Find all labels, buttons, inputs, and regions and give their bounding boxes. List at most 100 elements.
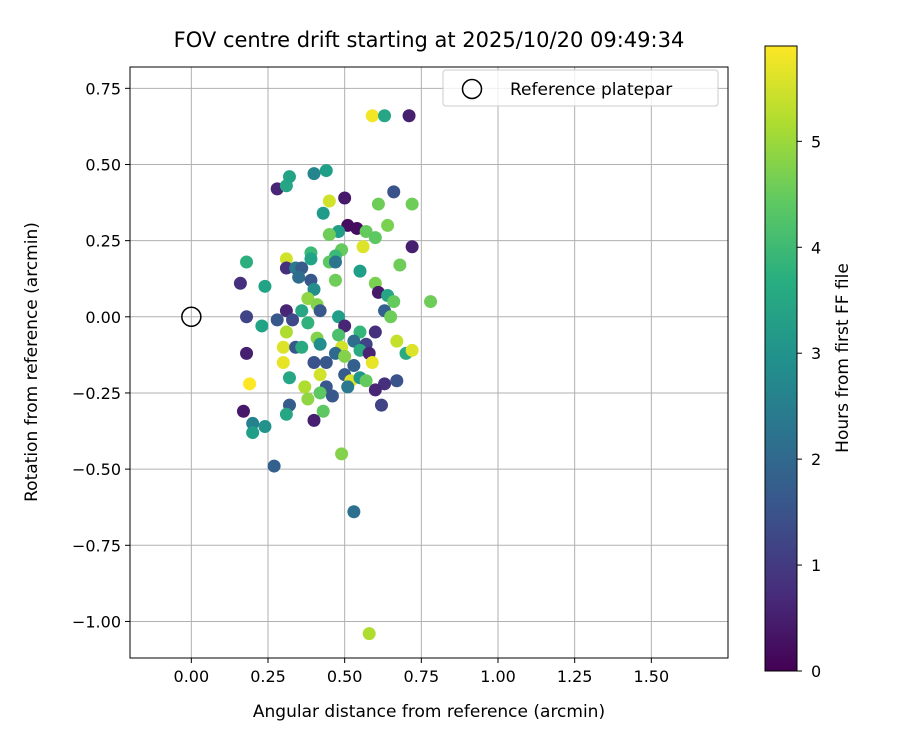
scatter-point bbox=[270, 313, 284, 327]
scatter-point bbox=[356, 240, 370, 254]
scatter-point bbox=[240, 346, 254, 360]
scatter-point bbox=[405, 197, 419, 211]
scatter-point bbox=[384, 310, 398, 324]
scatter-point bbox=[335, 447, 349, 461]
scatter-point bbox=[292, 270, 306, 284]
scatter-point bbox=[325, 389, 339, 403]
scatter-point bbox=[322, 228, 336, 242]
scatter-point bbox=[258, 279, 272, 293]
x-tick-label: 1.00 bbox=[480, 667, 516, 686]
scatter-point bbox=[368, 231, 382, 245]
scatter-points bbox=[233, 109, 438, 641]
scatter-point bbox=[353, 264, 367, 278]
scatter-point bbox=[282, 371, 296, 385]
reference-marker-group bbox=[181, 306, 202, 328]
y-tick-label: 0.25 bbox=[85, 232, 121, 251]
scatter-point bbox=[233, 276, 247, 290]
scatter-point bbox=[313, 368, 327, 382]
scatter-point bbox=[365, 356, 379, 369]
scatter-point bbox=[307, 167, 321, 181]
scatter-point bbox=[332, 328, 346, 342]
scatter-point bbox=[359, 225, 373, 239]
scatter-point bbox=[313, 386, 327, 400]
scatter-point bbox=[371, 197, 385, 211]
legend-entry-reference: Reference platepar bbox=[510, 80, 672, 100]
scatter-point bbox=[246, 426, 260, 440]
y-tick-label: −0.50 bbox=[72, 460, 121, 479]
grid-lines bbox=[130, 67, 728, 658]
scatter-point bbox=[279, 407, 293, 421]
scatter-point bbox=[387, 295, 401, 309]
scatter-point bbox=[341, 380, 355, 394]
scatter-point bbox=[347, 505, 361, 519]
colorbar-tick-label: 0 bbox=[811, 662, 821, 681]
scatter-point bbox=[359, 374, 373, 388]
scatter-point bbox=[338, 319, 352, 333]
scatter-point bbox=[424, 295, 438, 309]
scatter-point bbox=[282, 170, 296, 184]
x-tick-label: 1.25 bbox=[557, 667, 593, 686]
scatter-point bbox=[374, 398, 388, 412]
scatter-point bbox=[390, 334, 404, 348]
scatter-point bbox=[387, 185, 401, 199]
x-tick-label: 0.00 bbox=[174, 667, 210, 686]
scatter-point bbox=[279, 252, 293, 266]
scatter-point bbox=[319, 164, 333, 178]
scatter-point bbox=[255, 319, 269, 333]
scatter-point bbox=[365, 109, 379, 123]
scatter-point bbox=[301, 392, 315, 406]
colorbar-tick-label: 4 bbox=[811, 238, 821, 257]
scatter-point bbox=[295, 304, 309, 318]
scatter-point bbox=[286, 313, 300, 327]
scatter-point bbox=[405, 240, 419, 254]
scatter-point bbox=[353, 325, 367, 339]
colorbar-label: Hours from first FF file bbox=[833, 263, 853, 453]
scatter-point bbox=[362, 627, 376, 641]
x-axis-label: Angular distance from reference (arcmin) bbox=[253, 702, 605, 722]
colorbar bbox=[764, 45, 798, 672]
scatter-point bbox=[307, 282, 321, 296]
scatter-point bbox=[258, 419, 272, 433]
scatter-point bbox=[307, 413, 321, 427]
x-axis-ticks: 0.00 0.25 0.50 0.75 1.00 1.25 1.50 bbox=[174, 658, 670, 686]
scatter-point bbox=[322, 194, 336, 208]
x-tick-label: 0.50 bbox=[327, 667, 363, 686]
scatter-point bbox=[279, 261, 293, 275]
scatter-point bbox=[381, 218, 395, 232]
scatter-point bbox=[368, 383, 382, 397]
scatter-point bbox=[298, 380, 312, 394]
scatter-point bbox=[276, 356, 290, 369]
legend-box bbox=[442, 69, 719, 107]
scatter-point bbox=[295, 340, 309, 354]
scatter-point bbox=[304, 252, 318, 266]
y-tick-label: −1.00 bbox=[72, 612, 121, 631]
scatter-point bbox=[316, 206, 330, 220]
scatter-point bbox=[338, 349, 352, 363]
reference-platepar-marker bbox=[181, 306, 202, 328]
scatter-point bbox=[390, 374, 404, 388]
scatter-point bbox=[393, 258, 407, 272]
scatter-point bbox=[313, 304, 327, 318]
scatter-point bbox=[279, 325, 293, 339]
scatter-point bbox=[267, 459, 281, 473]
colorbar-tick-label: 5 bbox=[811, 132, 821, 151]
scatter-point bbox=[313, 337, 327, 351]
y-tick-label: −0.75 bbox=[72, 536, 121, 555]
scatter-point bbox=[368, 325, 382, 339]
scatter-point bbox=[332, 310, 346, 324]
scatter-point bbox=[378, 377, 392, 391]
scatter-point bbox=[328, 273, 342, 287]
scatter-point bbox=[402, 109, 416, 123]
chart-title: FOV centre drift starting at 2025/10/20 … bbox=[174, 28, 685, 52]
y-tick-label: 0.50 bbox=[85, 155, 121, 174]
scatter-point bbox=[301, 316, 315, 330]
x-tick-label: 1.50 bbox=[634, 667, 670, 686]
scatter-point bbox=[338, 191, 352, 205]
scatter-point bbox=[307, 356, 321, 369]
legend: Reference platepar bbox=[442, 69, 719, 107]
legend-reference-marker bbox=[461, 78, 483, 100]
scatter-point bbox=[378, 109, 392, 123]
scatter-point bbox=[405, 343, 419, 357]
plot-frame bbox=[129, 66, 729, 659]
scatter-point bbox=[347, 334, 361, 348]
